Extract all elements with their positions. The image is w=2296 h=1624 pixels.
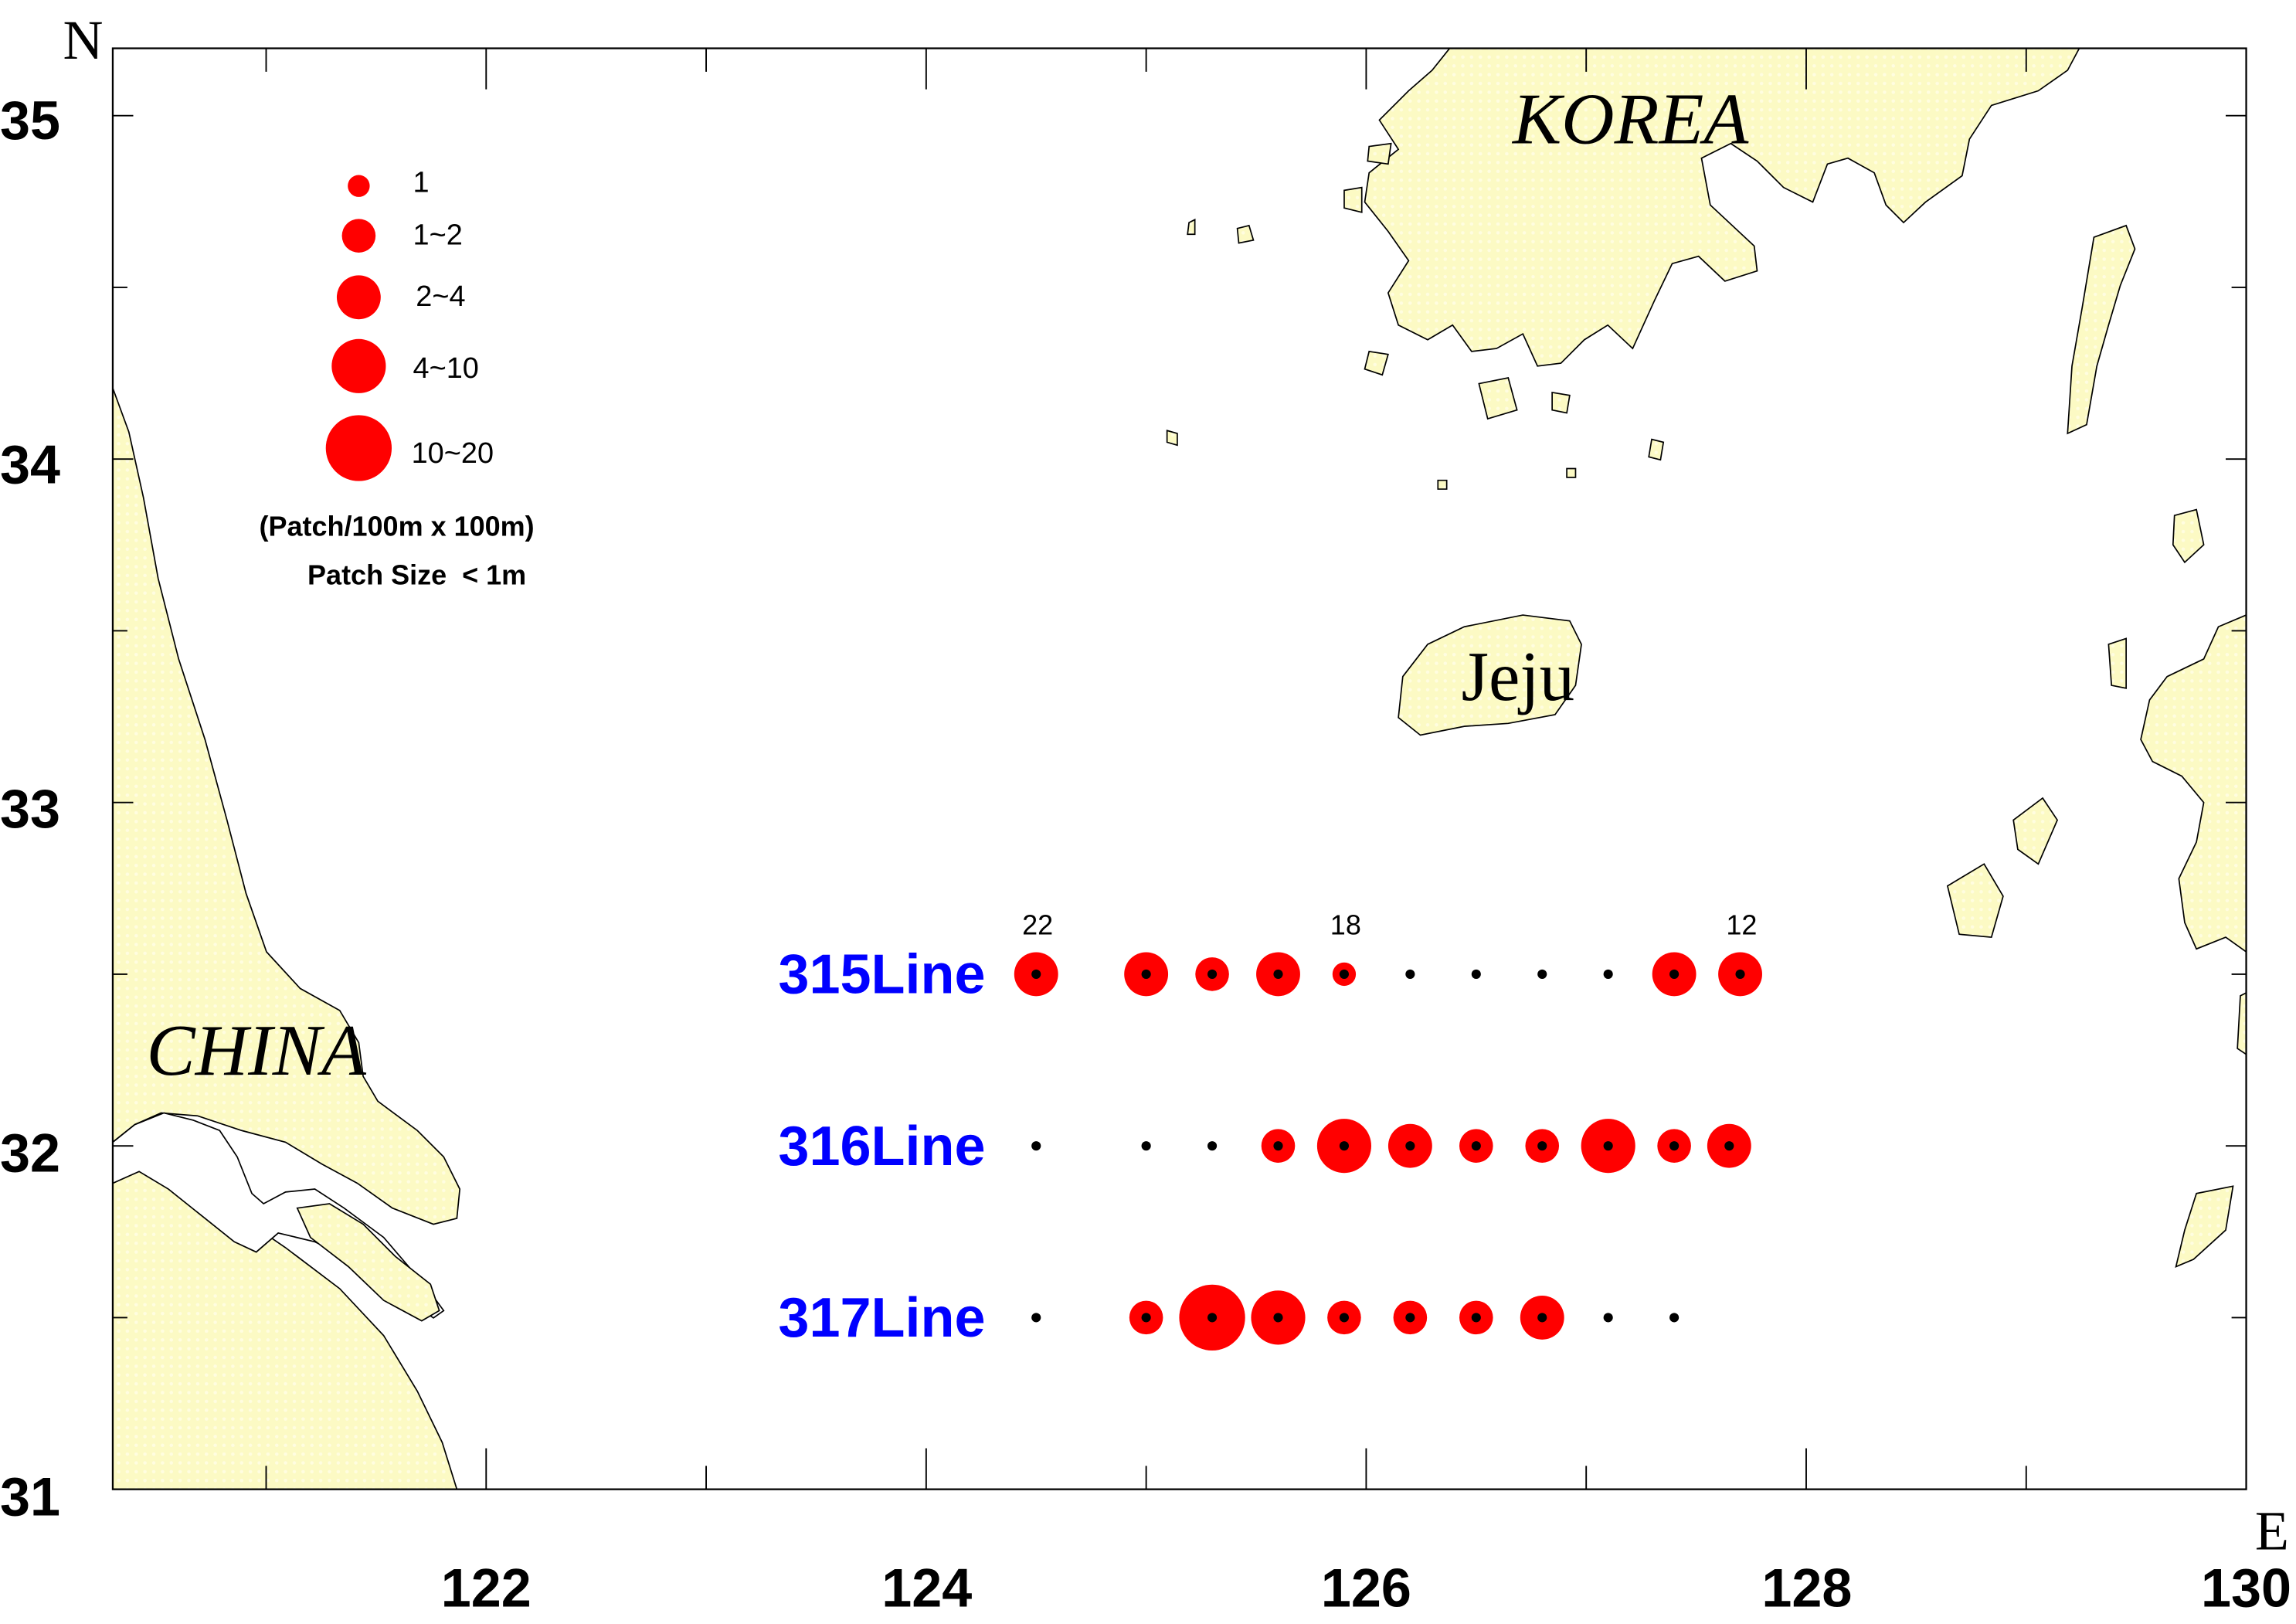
lat-label-32: 32 bbox=[0, 1123, 60, 1183]
lon-label-130: 130 bbox=[2201, 1558, 2291, 1618]
map-frame bbox=[111, 47, 2247, 1490]
legend-label: 2~4 bbox=[416, 280, 465, 313]
station-point bbox=[1405, 1141, 1415, 1151]
axis-ticks bbox=[112, 48, 2247, 1490]
line-label: 315Line bbox=[778, 944, 985, 1006]
survey-line-317Line: 317Line bbox=[778, 1284, 1680, 1351]
station-point bbox=[1537, 969, 1547, 979]
china-label: CHINA bbox=[147, 1011, 367, 1091]
legend-circle-2-4 bbox=[336, 275, 381, 320]
station-point bbox=[1405, 969, 1415, 979]
station-point bbox=[1669, 1313, 1680, 1323]
legend-circle-1 bbox=[348, 175, 370, 197]
korea-label: KOREA bbox=[1511, 80, 1749, 160]
east-label: E bbox=[2255, 1500, 2289, 1561]
survey-line-316Line: 316Line bbox=[778, 1116, 1751, 1177]
legend-label: 1~2 bbox=[413, 219, 463, 252]
lat-label-35: 35 bbox=[0, 90, 60, 151]
line-label: 316Line bbox=[778, 1116, 985, 1177]
station-point bbox=[1603, 1313, 1613, 1323]
station-point bbox=[1273, 1141, 1283, 1151]
station-number: 22 bbox=[1022, 909, 1053, 941]
legend-circle-10-20 bbox=[325, 415, 392, 481]
korea-landmass bbox=[1364, 48, 2080, 367]
station-point bbox=[1669, 969, 1680, 979]
lat-tick-labels: 31 32 33 34 35 bbox=[0, 90, 60, 1527]
kyushu-landmass bbox=[2140, 614, 2247, 953]
legend-unit: (Patch/100m x 100m) bbox=[259, 511, 534, 542]
station-point bbox=[1339, 1141, 1350, 1151]
station-point bbox=[1471, 969, 1481, 979]
tsushima-island bbox=[2067, 224, 2136, 435]
station-point bbox=[1339, 969, 1350, 979]
legend-label: 4~10 bbox=[413, 352, 479, 385]
legend-label: 1 bbox=[413, 166, 430, 199]
lon-label-128: 128 bbox=[1761, 1558, 1852, 1618]
station-number: 18 bbox=[1330, 909, 1361, 941]
legend-note: Patch Size < 1m bbox=[307, 559, 526, 590]
chongming-island bbox=[296, 1203, 440, 1322]
jeju-island bbox=[1398, 614, 1582, 736]
station-point bbox=[1031, 1141, 1041, 1151]
lon-label-126: 126 bbox=[1321, 1558, 1411, 1618]
station-point bbox=[1141, 1141, 1151, 1151]
line-label: 317Line bbox=[778, 1287, 985, 1349]
china-landmass bbox=[112, 387, 461, 1490]
station-point bbox=[1537, 1141, 1547, 1151]
station-point bbox=[1141, 1313, 1151, 1323]
station-point bbox=[1207, 1141, 1218, 1151]
station-point bbox=[1207, 1313, 1218, 1323]
station-point bbox=[1031, 1313, 1041, 1323]
legend-circle-1-2 bbox=[341, 219, 376, 253]
station-point bbox=[1669, 1141, 1680, 1151]
station-point bbox=[1724, 1141, 1734, 1151]
landmasses bbox=[112, 48, 2247, 1490]
korea-islands bbox=[1166, 142, 1665, 490]
station-point bbox=[1141, 969, 1151, 979]
station-point bbox=[1031, 969, 1041, 979]
legend-label: 10~20 bbox=[412, 437, 494, 470]
station-point bbox=[1273, 969, 1283, 979]
station-point bbox=[1207, 969, 1218, 979]
lat-label-33: 33 bbox=[0, 779, 60, 839]
station-point bbox=[1471, 1313, 1481, 1323]
japan-islands bbox=[1946, 508, 2247, 1268]
station-point bbox=[1471, 1141, 1481, 1151]
station-point bbox=[1537, 1313, 1547, 1323]
lon-label-124: 124 bbox=[881, 1558, 972, 1618]
lon-tick-labels: 122 124 126 128 130 bbox=[441, 1558, 2291, 1618]
station-number: 12 bbox=[1726, 909, 1757, 941]
legend-circle-4-10 bbox=[331, 338, 386, 393]
station-point bbox=[1603, 1141, 1613, 1151]
station-point bbox=[1405, 1313, 1415, 1323]
legend: 1 1~2 2~4 4~10 10~20 (Patch/100m x 100m)… bbox=[259, 166, 534, 590]
north-label: N bbox=[63, 9, 104, 71]
survey-lines: 315Line 22 18 12 316Line 317Line bbox=[778, 909, 1762, 1351]
lat-label-31: 31 bbox=[0, 1467, 60, 1527]
lat-label-34: 34 bbox=[0, 434, 60, 494]
station-point bbox=[1603, 969, 1613, 979]
station-point bbox=[1735, 969, 1745, 979]
jeju-label: Jeju bbox=[1462, 637, 1575, 715]
station-point bbox=[1339, 1313, 1350, 1323]
lon-label-122: 122 bbox=[441, 1558, 532, 1618]
survey-line-315Line: 315Line 22 18 12 bbox=[778, 909, 1762, 1006]
station-point bbox=[1273, 1313, 1283, 1323]
